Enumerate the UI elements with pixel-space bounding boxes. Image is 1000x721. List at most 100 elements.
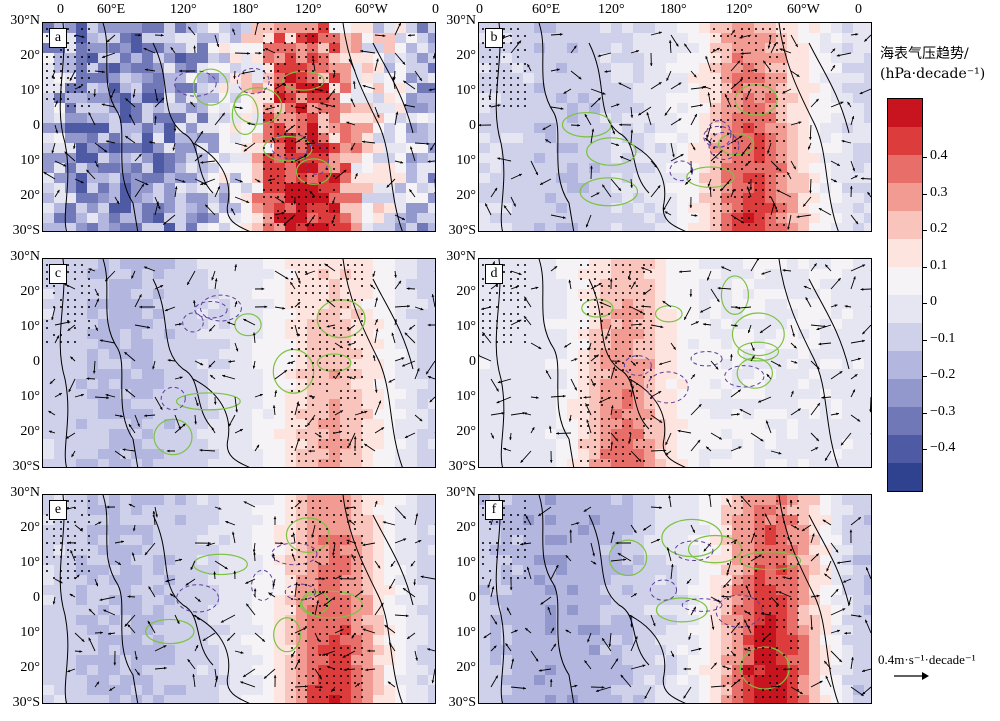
significance-dot — [340, 369, 342, 371]
significance-dot — [81, 313, 83, 315]
shading-cell — [776, 213, 788, 224]
wind-vector-head — [749, 187, 753, 191]
significance-dot — [762, 161, 764, 163]
shading-cell — [329, 33, 341, 44]
shading-cell — [600, 183, 612, 194]
significance-dot — [319, 334, 321, 336]
coastline — [628, 142, 686, 231]
shading-cell — [120, 53, 132, 64]
wind-vector-head — [707, 183, 711, 187]
wind-vector-head — [527, 64, 530, 68]
shading-cell — [373, 329, 385, 340]
shading-cell — [164, 103, 176, 114]
shading-cell — [428, 269, 435, 280]
significance-dot — [88, 278, 90, 280]
wind-vector-head — [860, 177, 864, 180]
shading-cell — [479, 163, 491, 174]
wind-vector-head — [646, 112, 650, 116]
significance-dot — [333, 175, 335, 177]
shading-cell — [864, 93, 871, 104]
shading-cell — [329, 223, 341, 231]
shading-cell — [241, 419, 253, 430]
coastline — [628, 378, 686, 467]
shading-cell — [732, 359, 744, 370]
wind-vector-head — [420, 307, 424, 311]
shading-cell — [142, 329, 154, 340]
shading-cell — [479, 409, 491, 420]
shading-cell — [853, 299, 865, 310]
shading-cell — [699, 173, 711, 184]
shading-cell — [809, 23, 821, 34]
shading-cell — [644, 193, 656, 204]
shading-cell — [622, 53, 634, 64]
shading-cell — [417, 459, 429, 467]
shading-cell — [406, 33, 418, 44]
significance-dot — [748, 224, 750, 226]
shading-cell — [219, 23, 231, 34]
significance-dot — [755, 84, 757, 86]
significance-dot — [305, 175, 307, 177]
shading-cell — [318, 459, 330, 467]
shading-cell — [351, 143, 363, 154]
shading-cell — [54, 299, 66, 310]
significance-dot — [601, 271, 603, 273]
shading-cell — [98, 279, 110, 290]
shading-cell — [164, 113, 176, 124]
shading-cell — [263, 429, 275, 440]
shading-cell — [230, 429, 242, 440]
shading-cell — [512, 53, 524, 64]
significance-dot — [783, 42, 785, 44]
significance-dot — [720, 91, 722, 93]
significance-dot — [783, 84, 785, 86]
shading-cell — [600, 53, 612, 64]
wind-vector-head — [833, 179, 837, 182]
shading-cell — [87, 223, 99, 231]
wind-vector-head — [131, 275, 134, 279]
significance-dot — [755, 119, 757, 121]
shading-cell — [721, 113, 733, 124]
shading-cell — [578, 289, 590, 300]
significance-dot — [298, 404, 300, 406]
significance-dot — [326, 168, 328, 170]
shading-cell — [109, 73, 121, 84]
significance-dot — [594, 278, 596, 280]
shading-cell — [776, 409, 788, 420]
significance-dot — [319, 362, 321, 364]
shading-cell — [578, 113, 590, 124]
shading-cell — [710, 339, 722, 350]
shading-cell — [417, 153, 429, 164]
wind-vector-head — [779, 48, 783, 51]
significance-dot — [762, 189, 764, 191]
shading-cell — [776, 63, 788, 74]
significance-dot — [482, 84, 484, 86]
shading-cell — [578, 213, 590, 224]
contour-positive — [581, 298, 614, 318]
shading-cell — [677, 369, 689, 380]
shading-cell — [677, 299, 689, 310]
significance-dot — [284, 77, 286, 79]
significance-dot — [326, 210, 328, 212]
wind-vector-head — [678, 82, 682, 86]
shading-cell — [208, 53, 220, 64]
shading-cell — [545, 319, 557, 330]
significance-dot — [333, 168, 335, 170]
significance-dot — [74, 271, 76, 273]
significance-dot — [46, 285, 48, 287]
shading-cell — [395, 163, 407, 174]
wind-vector-head — [285, 276, 289, 280]
shading-cell — [809, 259, 821, 270]
wind-vector-head — [200, 130, 203, 134]
shading-cell — [633, 339, 645, 350]
shading-cell — [219, 33, 231, 44]
shading-cell — [842, 33, 854, 44]
shading-cell — [230, 183, 242, 194]
shading-cell — [76, 359, 88, 370]
shading-cell — [776, 389, 788, 400]
shading-cell — [428, 53, 435, 64]
wind-vector-head — [247, 52, 250, 55]
wind-vector-head — [51, 75, 55, 79]
shading-cell — [142, 113, 154, 124]
shading-cell — [842, 319, 854, 330]
shading-cell — [395, 193, 407, 204]
shading-cell — [688, 223, 700, 231]
